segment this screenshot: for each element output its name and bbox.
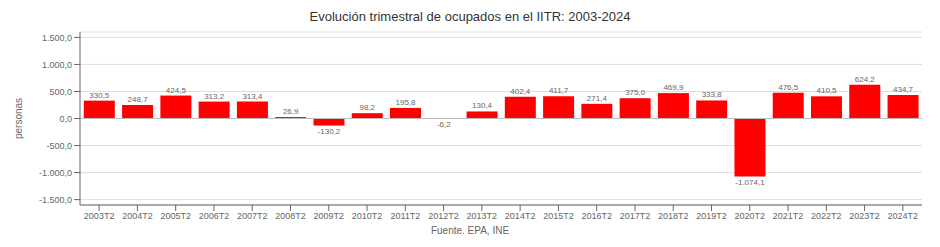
- svg-text:2009T2: 2009T2: [314, 211, 345, 221]
- svg-text:2005T2: 2005T2: [160, 211, 191, 221]
- svg-text:130,4: 130,4: [472, 101, 493, 110]
- svg-text:2023T2: 2023T2: [849, 211, 880, 221]
- svg-text:375,0: 375,0: [625, 88, 646, 97]
- svg-text:2004T2: 2004T2: [122, 211, 153, 221]
- svg-text:476,5: 476,5: [778, 83, 799, 92]
- svg-text:2013T2: 2013T2: [467, 211, 498, 221]
- svg-text:-130,2: -130,2: [318, 127, 341, 136]
- svg-text:330,5: 330,5: [89, 91, 110, 100]
- svg-text:2011T2: 2011T2: [390, 211, 420, 221]
- svg-text:434,7: 434,7: [893, 85, 914, 94]
- svg-text:410,5: 410,5: [816, 86, 837, 95]
- svg-text:personas: personas: [13, 98, 24, 139]
- svg-text:1.500,0: 1.500,0: [42, 33, 72, 43]
- svg-text:469,9: 469,9: [663, 83, 684, 92]
- svg-text:500,0: 500,0: [49, 87, 72, 97]
- svg-text:402,4: 402,4: [510, 87, 531, 96]
- svg-text:2008T2: 2008T2: [275, 211, 306, 221]
- svg-text:2017T2: 2017T2: [620, 211, 651, 221]
- svg-text:2021T2: 2021T2: [773, 211, 804, 221]
- svg-text:411,7: 411,7: [549, 86, 569, 95]
- svg-text:624,2: 624,2: [855, 75, 876, 84]
- svg-text:333,8: 333,8: [702, 90, 723, 99]
- svg-text:-1.500,0: -1.500,0: [39, 195, 72, 205]
- svg-text:2022T2: 2022T2: [811, 211, 842, 221]
- svg-text:2006T2: 2006T2: [199, 211, 230, 221]
- svg-text:195,8: 195,8: [395, 98, 416, 107]
- svg-text:2019T2: 2019T2: [696, 211, 727, 221]
- svg-text:2003T2: 2003T2: [84, 211, 115, 221]
- svg-text:98,2: 98,2: [359, 103, 375, 112]
- svg-text:2007T2: 2007T2: [237, 211, 268, 221]
- svg-text:271,4: 271,4: [587, 94, 608, 103]
- svg-text:2020T2: 2020T2: [735, 211, 766, 221]
- svg-text:313,2: 313,2: [204, 92, 225, 101]
- svg-text:2012T2: 2012T2: [428, 211, 459, 221]
- html-text:Fuente. EPA, INE: Fuente. EPA, INE: [430, 225, 510, 236]
- svg-text:-1.074,1: -1.074,1: [735, 178, 765, 187]
- svg-text:2018T2: 2018T2: [658, 211, 689, 221]
- svg-text:2016T2: 2016T2: [581, 211, 612, 221]
- svg-text:2010T2: 2010T2: [352, 211, 383, 221]
- svg-text:-500,0: -500,0: [46, 141, 72, 151]
- svg-text:2014T2: 2014T2: [505, 211, 536, 221]
- svg-text:-6,2: -6,2: [437, 120, 451, 129]
- svg-text:248,7: 248,7: [128, 95, 149, 104]
- svg-text:0,0: 0,0: [59, 114, 72, 124]
- svg-text:2015T2: 2015T2: [543, 211, 574, 221]
- svg-text:1.000,0: 1.000,0: [42, 60, 72, 70]
- svg-text:424,5: 424,5: [166, 86, 187, 95]
- svg-text:313,4: 313,4: [242, 92, 263, 101]
- svg-text:26,9: 26,9: [283, 107, 299, 116]
- svg-text:2024T2: 2024T2: [888, 211, 919, 221]
- svg-text:-1.000,0: -1.000,0: [39, 168, 72, 178]
- html-text:Evolución trimestral de ocupad: Evolución trimestral de ocupados en el I…: [309, 9, 631, 24]
